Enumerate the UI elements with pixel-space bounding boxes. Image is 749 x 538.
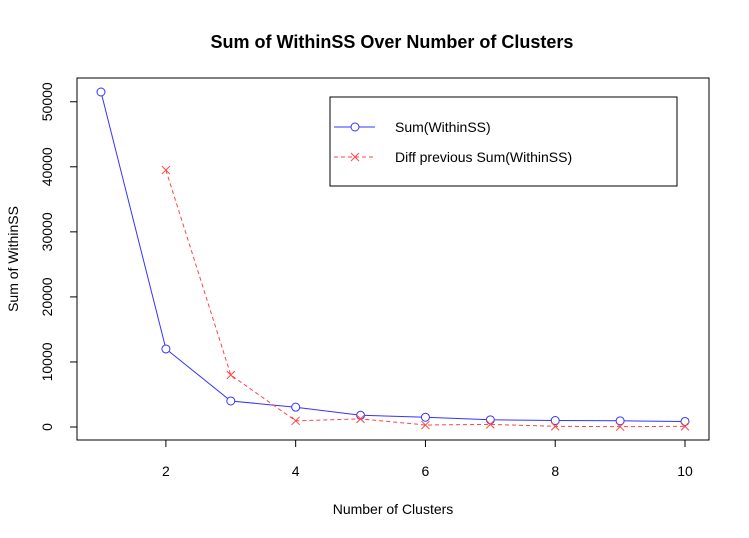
x-axis: 2 4 6 8 10 — [162, 439, 693, 479]
x-axis-label: Number of Clusters — [333, 501, 454, 517]
chart-title: Sum of WithinSS Over Number of Clusters — [211, 32, 574, 52]
data-point — [161, 165, 171, 175]
data-point — [291, 402, 301, 412]
series-line — [165, 169, 686, 428]
legend-box — [329, 96, 678, 187]
y-tick-label: 0 — [39, 423, 55, 431]
y-tick-label: 40000 — [39, 147, 55, 186]
data-point — [420, 412, 430, 422]
data-point — [226, 370, 236, 380]
x-tick-label: 4 — [292, 463, 300, 479]
legend-marker-diff — [350, 152, 360, 162]
data-point — [226, 396, 236, 406]
x-tick-label: 8 — [551, 463, 559, 479]
legend: Sum(WithinSS) Diff previous Sum(WithinSS… — [329, 96, 678, 187]
x-tick-label: 10 — [677, 463, 693, 479]
data-point — [96, 87, 106, 97]
data-point — [356, 414, 365, 424]
data-point — [615, 422, 625, 432]
data-point — [680, 421, 690, 431]
legend-label-sum: Sum(WithinSS) — [395, 119, 491, 135]
data-point — [485, 415, 495, 425]
y-tick-label: 10000 — [39, 342, 55, 381]
legend-label-diff: Diff previous Sum(WithinSS) — [395, 149, 572, 165]
series-diff-previous — [161, 165, 690, 432]
data-point — [291, 416, 301, 426]
data-point — [356, 410, 366, 420]
x-tick-label: 6 — [422, 463, 430, 479]
data-point — [161, 344, 171, 354]
data-point — [485, 420, 495, 429]
data-point — [550, 415, 560, 425]
data-point — [615, 416, 625, 426]
data-point — [680, 416, 690, 426]
data-point — [550, 421, 560, 431]
series-layer — [96, 87, 690, 432]
data-point — [421, 420, 430, 430]
series-line — [100, 91, 686, 422]
y-axis-label: Sum of WithinSS — [5, 206, 21, 312]
legend-marker-sum — [350, 122, 360, 132]
y-axis: 0 10000 20000 30000 40000 50000 — [39, 82, 78, 431]
y-tick-label: 30000 — [39, 212, 55, 251]
y-tick-label: 50000 — [39, 82, 55, 121]
x-tick-label: 2 — [162, 463, 170, 479]
y-tick-label: 20000 — [39, 277, 55, 316]
